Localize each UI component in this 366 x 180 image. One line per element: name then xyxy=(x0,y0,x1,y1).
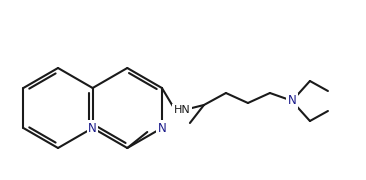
Text: N: N xyxy=(157,122,166,134)
Text: N: N xyxy=(88,122,97,134)
Text: N: N xyxy=(288,94,296,107)
Text: HN: HN xyxy=(173,105,190,115)
